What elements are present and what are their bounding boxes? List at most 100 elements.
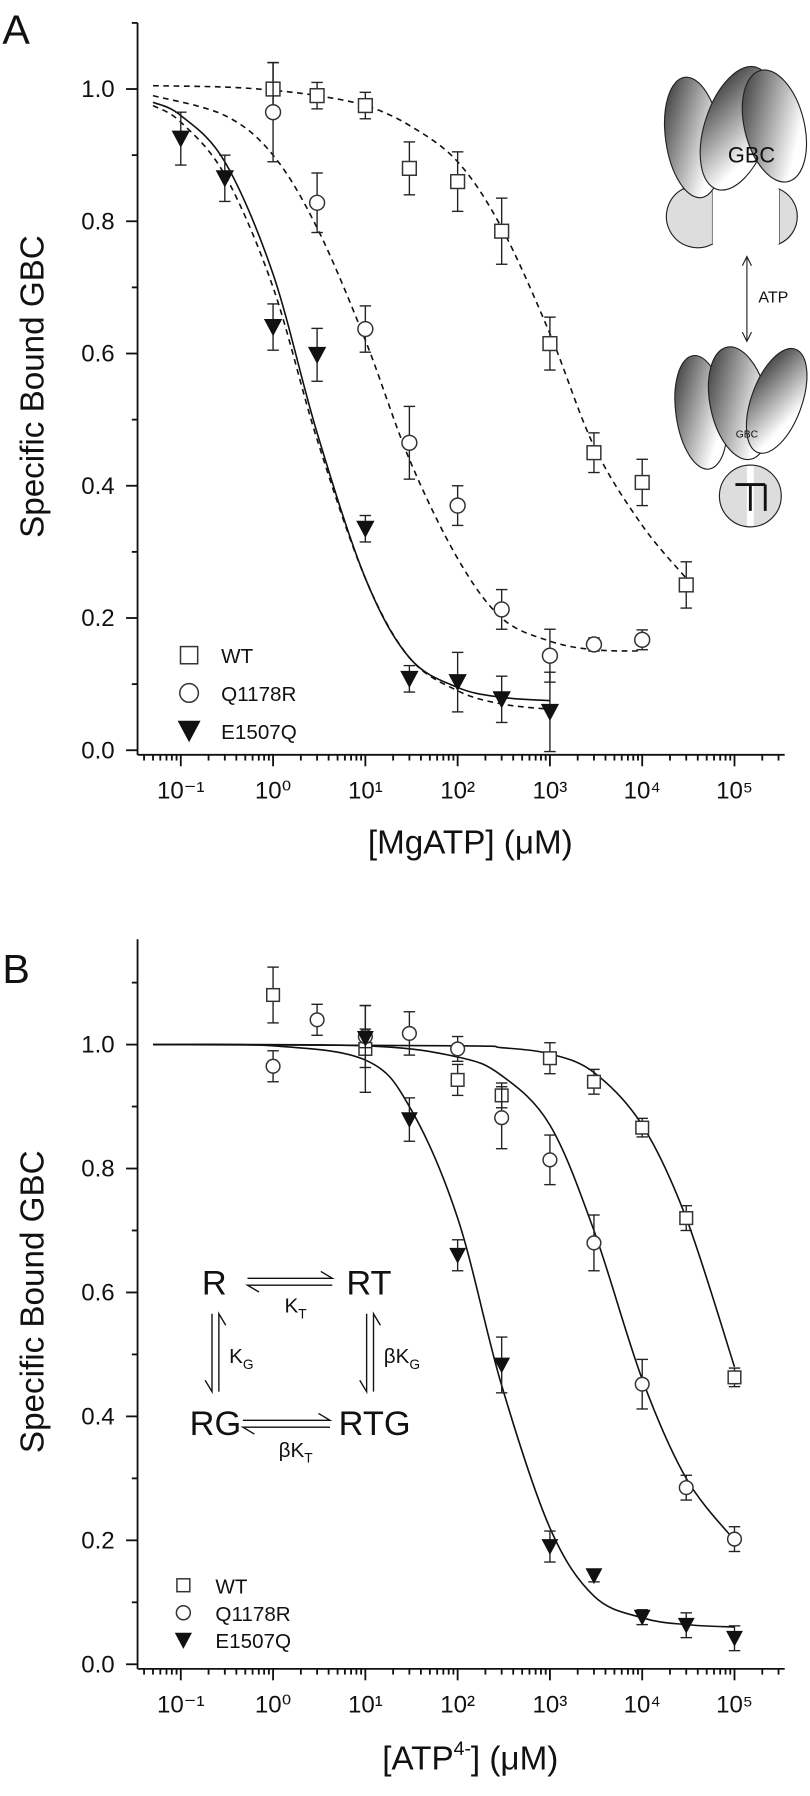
x-axis-label-part: ] (μM) bbox=[471, 1741, 558, 1778]
scheme-text: βK bbox=[279, 1439, 305, 1462]
marker bbox=[266, 987, 281, 1003]
legend-entry: WT bbox=[176, 1575, 248, 1598]
marker bbox=[726, 1630, 743, 1647]
cartoon-arrow bbox=[741, 255, 752, 343]
marker bbox=[633, 1609, 651, 1626]
marker bbox=[356, 1031, 374, 1047]
scheme-subscript: T bbox=[298, 1306, 307, 1321]
x-axis-label-part: 4- bbox=[454, 1738, 471, 1760]
marker bbox=[401, 1025, 417, 1042]
marker bbox=[357, 97, 373, 114]
fit-curve bbox=[152, 104, 551, 711]
y-tick-label: 0.0 bbox=[81, 737, 114, 764]
x-tick-label: 10⁻¹ bbox=[157, 1691, 204, 1718]
scheme-label: βKT bbox=[279, 1439, 314, 1466]
y-axis-label: Specific Bound GBC bbox=[15, 1150, 52, 1453]
marker bbox=[494, 223, 510, 239]
annotation: ATP bbox=[758, 288, 788, 306]
marker bbox=[541, 647, 559, 664]
y-tick-label: 0.6 bbox=[81, 341, 114, 368]
legend-label: WT bbox=[221, 645, 253, 668]
scheme-text: RTG bbox=[339, 1405, 411, 1443]
y-tick-label: 0.0 bbox=[81, 1651, 114, 1678]
legend-label: WT bbox=[215, 1575, 247, 1598]
y-tick-label: 0.6 bbox=[81, 1279, 114, 1306]
scheme-label: RTG bbox=[339, 1405, 411, 1443]
marker bbox=[309, 88, 325, 104]
scheme-arrows bbox=[204, 1270, 381, 1435]
legend-entry: Q1178R bbox=[179, 682, 296, 706]
cartoon-shape bbox=[778, 188, 798, 245]
scheme-text: K bbox=[229, 1345, 243, 1368]
marker bbox=[586, 1235, 602, 1251]
marker bbox=[401, 160, 418, 176]
x-tick-label: 10³ bbox=[533, 777, 568, 804]
fit-curve bbox=[152, 101, 550, 702]
scheme-arrow bbox=[359, 1313, 368, 1395]
marker bbox=[678, 1480, 694, 1496]
marker bbox=[634, 474, 650, 491]
plot: 10⁻¹ 10⁰ 10¹ 10² 10³ 10⁴ 10⁵ 0.0 0.2 0.4 0.6 0.8 1.0… bbox=[2, 939, 785, 1778]
marker bbox=[727, 1370, 742, 1385]
fit-curve bbox=[153, 1043, 736, 1368]
legend-entry: Q1178R bbox=[175, 1603, 291, 1626]
legend-marker bbox=[179, 682, 200, 704]
x-tick-label: 10⁻¹ bbox=[157, 777, 204, 804]
x-axis-label: [ATP4-] (μM) bbox=[382, 1738, 558, 1778]
y-tick-label: 0.4 bbox=[81, 1403, 114, 1430]
cartoon-shape bbox=[712, 188, 779, 244]
annotation: GBC bbox=[728, 143, 775, 168]
marker bbox=[679, 1211, 694, 1226]
marker bbox=[449, 1247, 467, 1264]
marker bbox=[263, 319, 283, 337]
marker bbox=[171, 130, 190, 148]
marker bbox=[726, 1531, 743, 1547]
legend-label: E1507Q bbox=[221, 721, 297, 744]
y-tick-label: 1.0 bbox=[81, 76, 114, 103]
scheme-arrow bbox=[247, 1270, 335, 1279]
marker bbox=[677, 1617, 695, 1634]
x-axis-label: [MgATP] (μM) bbox=[368, 824, 573, 861]
marker bbox=[264, 103, 282, 121]
marker bbox=[450, 173, 466, 190]
legend-entry: E1507Q bbox=[177, 720, 297, 744]
legend-label: Q1178R bbox=[221, 683, 296, 706]
cartoon-lobe bbox=[745, 347, 808, 454]
marker bbox=[265, 1058, 281, 1074]
cartoon-shape bbox=[665, 188, 714, 249]
x-tick-label: 10² bbox=[440, 1691, 475, 1718]
marker bbox=[493, 1357, 511, 1374]
scheme-text: βK bbox=[384, 1345, 410, 1368]
scheme-text: K bbox=[285, 1295, 299, 1318]
marker bbox=[357, 320, 374, 338]
x-tick-label: 10² bbox=[440, 777, 475, 804]
panel-label: A bbox=[2, 7, 30, 53]
y-axis-label: Specific Bound GBC bbox=[15, 235, 52, 538]
marker bbox=[450, 1072, 465, 1087]
marker bbox=[400, 670, 419, 688]
scheme-label: βKG bbox=[384, 1345, 420, 1372]
x-tick-label: 10³ bbox=[533, 1691, 568, 1718]
legend-entry: WT bbox=[179, 645, 254, 668]
marker bbox=[450, 1041, 466, 1057]
legend-label: E1507Q bbox=[215, 1630, 291, 1653]
plot: 10⁻¹ 10⁰ 10¹ 10² 10³ 10⁴ 10⁵ 0.0 0.2 0.4 0.6 0.8 1.0… bbox=[2, 7, 785, 861]
scheme-label: KT bbox=[285, 1295, 308, 1322]
marker bbox=[634, 1376, 650, 1392]
marker bbox=[448, 674, 467, 692]
x-tick-label: 10⁴ bbox=[624, 777, 661, 804]
x-tick-label: 10⁵ bbox=[716, 1691, 753, 1718]
x-tick-label: 10¹ bbox=[348, 777, 383, 804]
panel-label: B bbox=[2, 946, 30, 992]
scheme-label: KG bbox=[229, 1345, 253, 1372]
x-tick-label: 10¹ bbox=[348, 1691, 383, 1718]
marker bbox=[678, 577, 694, 593]
fit-curve bbox=[152, 84, 687, 579]
marker bbox=[585, 1568, 603, 1585]
y-tick-label: 1.0 bbox=[81, 1032, 114, 1059]
cartoon-lobe bbox=[741, 69, 808, 183]
marker bbox=[542, 1051, 557, 1066]
scheme-subscript: G bbox=[243, 1357, 254, 1372]
